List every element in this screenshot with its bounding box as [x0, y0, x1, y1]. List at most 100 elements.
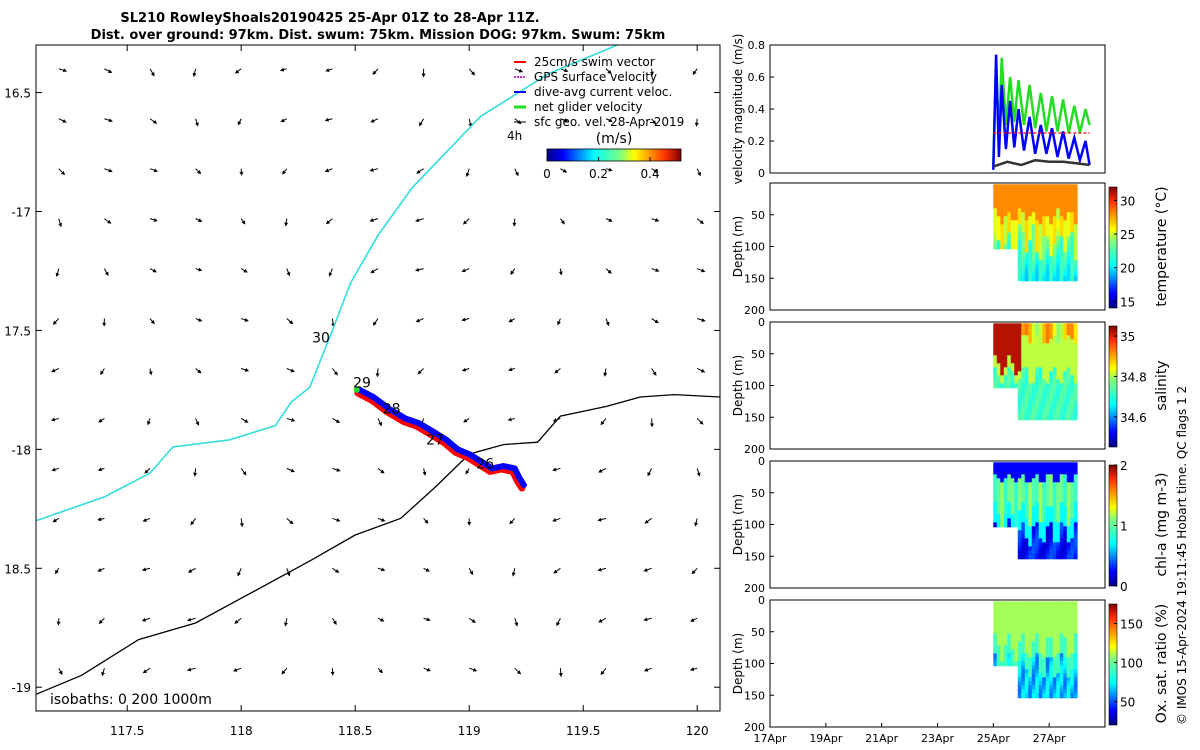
- salinity-cell: [1056, 403, 1061, 409]
- velocity-arrow: [283, 618, 288, 627]
- temperature-cell: [1052, 252, 1057, 258]
- salinity-cell: [1003, 343, 1008, 349]
- chla-cell: [1073, 490, 1078, 496]
- temperature-cell: [1024, 268, 1029, 274]
- temperature-cell: [1070, 220, 1075, 226]
- chla-cell: [1063, 462, 1068, 468]
- oxygen-cell: [1045, 685, 1050, 691]
- salinity-cell: [1003, 335, 1008, 341]
- chla-cell: [1052, 490, 1057, 496]
- oxygen-cell: [1063, 609, 1068, 615]
- salinity-cell: [1052, 375, 1057, 381]
- temperature-cell: [1010, 236, 1015, 242]
- velocity-arrow: [556, 618, 561, 627]
- velocity-arrow: [557, 318, 561, 326]
- chla-cell: [1066, 530, 1071, 536]
- chla-cell: [1070, 526, 1075, 532]
- chla-cell: [1035, 546, 1040, 552]
- salinity-cell: [1063, 371, 1068, 377]
- salinity-cell: [993, 375, 998, 381]
- chla-cell: [1049, 546, 1054, 552]
- temperature-cell: [1028, 212, 1033, 218]
- temperature-cell: [1014, 196, 1019, 202]
- chla-cell: [1049, 506, 1054, 512]
- chla-y-tick-label: 200: [744, 582, 765, 595]
- oxygen-cell: [1031, 605, 1036, 611]
- chla-cell: [1070, 478, 1075, 484]
- oxygen-cell: [996, 645, 1001, 651]
- temperature-cell: [1042, 192, 1047, 198]
- chla-cell: [1031, 474, 1036, 480]
- temperature-cell: [996, 200, 1001, 206]
- temperature-cell: [1028, 220, 1033, 226]
- oxygen-cell: [1035, 669, 1040, 675]
- temperature-cell: [1021, 272, 1026, 278]
- temperature-cell: [1052, 228, 1057, 234]
- oxygen-cell: [1042, 661, 1047, 667]
- oxygen-cell: [993, 609, 998, 615]
- velocity-series: [992, 54, 1091, 170]
- oxygen-cell: [1056, 601, 1061, 607]
- chla-cell: [1031, 502, 1036, 508]
- temperature-cell: [1038, 232, 1043, 238]
- temperature-cell: [1014, 192, 1019, 198]
- chla-cell: [1007, 510, 1012, 516]
- salinity-cell: [1063, 415, 1068, 421]
- chla-cell: [1038, 482, 1043, 488]
- oxygen-cell: [1049, 665, 1054, 671]
- salinity-cell: [1007, 363, 1012, 369]
- salinity-cell: [1059, 391, 1064, 397]
- chla-cell: [1017, 534, 1022, 540]
- chla-cell: [1066, 518, 1071, 524]
- chla-cell: [1059, 486, 1064, 492]
- chla-cell: [1056, 502, 1061, 508]
- salinity-cell: [1056, 351, 1061, 357]
- temperature-cell: [1017, 272, 1022, 278]
- velocity-arrow: [415, 267, 424, 272]
- oxygen-cell: [996, 653, 1001, 659]
- chla-cell: [1059, 546, 1064, 552]
- map-x-tick-label: 117.5: [110, 724, 144, 738]
- oxygen-cell: [1031, 613, 1036, 619]
- salinity-cell: [1042, 331, 1047, 337]
- velocity-arrow: [694, 518, 699, 527]
- salinity-cell: [1042, 359, 1047, 365]
- salinity-cell: [1010, 339, 1015, 345]
- salinity-cell: [1056, 327, 1061, 333]
- temperature-cell: [1035, 204, 1040, 210]
- temperature-cell: [1073, 260, 1078, 266]
- velocity-arrow: [331, 617, 337, 625]
- salinity-cell: [1035, 415, 1040, 421]
- oxygen-cell: [1017, 685, 1022, 691]
- track-day-label: 26: [476, 456, 494, 472]
- temperature-cell: [1049, 264, 1054, 270]
- salinity-cell: [1024, 327, 1029, 333]
- temperature-cell: [1031, 184, 1036, 190]
- temperature-cell: [1028, 228, 1033, 234]
- chla-cell: [1056, 494, 1061, 500]
- oxygen-cell: [1063, 677, 1068, 683]
- salinity-cell: [1052, 355, 1057, 361]
- temperature-cell: [993, 240, 998, 246]
- chla-cell: [1024, 490, 1029, 496]
- temperature-cell: [1056, 196, 1061, 202]
- chla-cell: [1017, 526, 1022, 532]
- oxygen-cell: [1066, 665, 1071, 671]
- oxygen-cell: [1038, 665, 1043, 671]
- velocity-arrow: [423, 667, 432, 672]
- chla-cell: [1028, 494, 1033, 500]
- oxygen-cell: [1028, 617, 1033, 623]
- chla-cell: [1010, 514, 1015, 520]
- salinity-cell: [1038, 323, 1043, 329]
- chart-title: SL210 RowleyShoals20190425 25-Apr 01Z to…: [120, 11, 539, 26]
- temperature-cell: [1031, 252, 1036, 258]
- temperature-cell: [1031, 232, 1036, 238]
- temperature-cell: [1035, 212, 1040, 218]
- oxygen-cell: [1038, 681, 1043, 687]
- oxygen-cell: [1045, 617, 1050, 623]
- salinity-cell: [1056, 339, 1061, 345]
- chla-cell: [1017, 538, 1022, 544]
- chla-cell: [1038, 546, 1043, 552]
- temperature-cell: [1049, 192, 1054, 198]
- temperature-cell: [1042, 272, 1047, 278]
